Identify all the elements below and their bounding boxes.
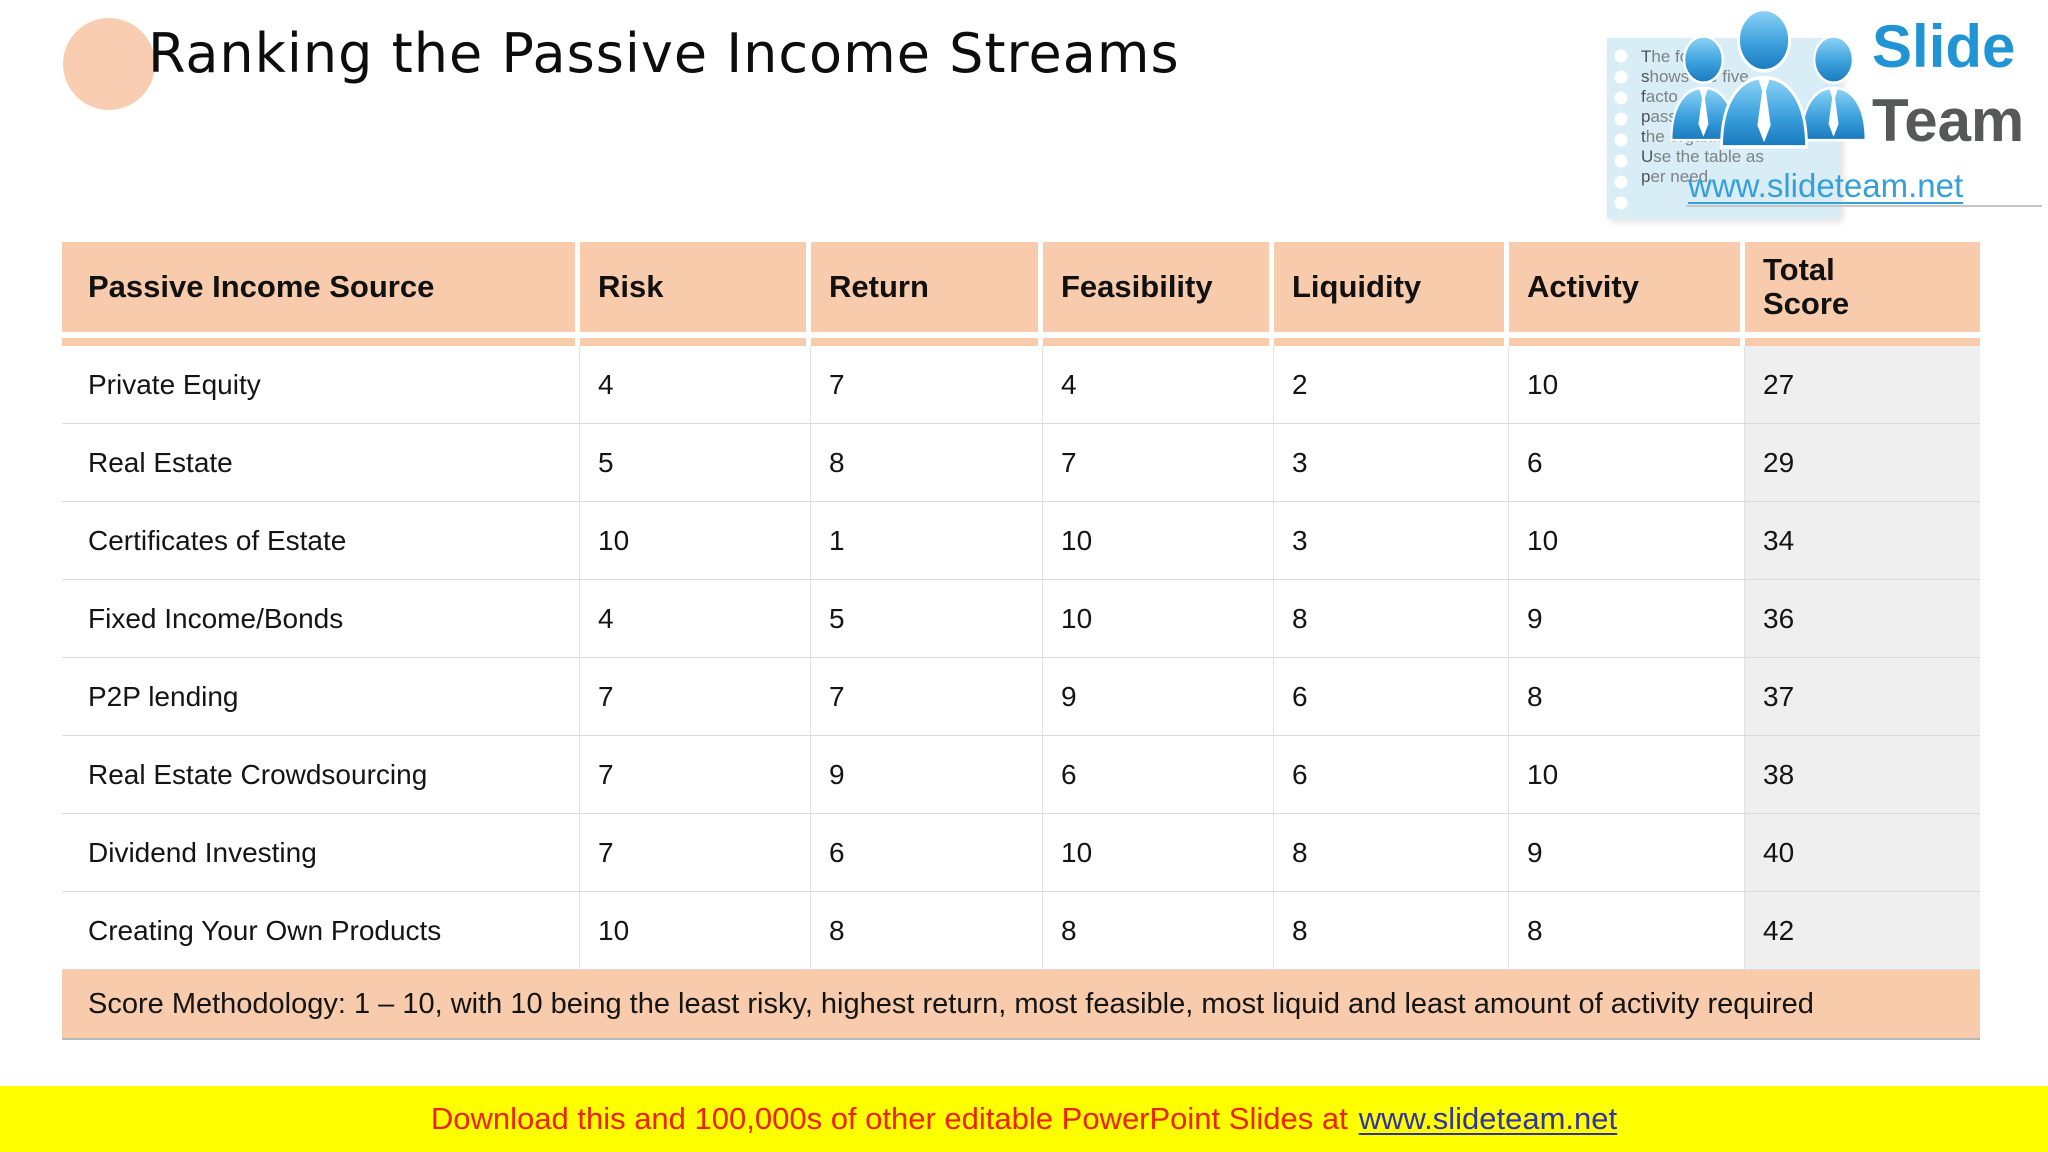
cell-risk: 10 — [580, 892, 811, 970]
column-header-liquidity: Liquidity — [1274, 242, 1509, 332]
cell-return: 8 — [811, 892, 1043, 970]
column-header-source: Passive Income Source — [62, 242, 580, 332]
cell-source: Creating Your Own Products — [62, 892, 580, 970]
team-people-icon — [1670, 7, 1867, 149]
cell-feasibility: 9 — [1043, 658, 1274, 736]
cell-activity: 9 — [1509, 580, 1745, 658]
column-header-risk: Risk — [580, 242, 811, 332]
cell-source: Dividend Investing — [62, 814, 580, 892]
cell-feasibility: 7 — [1043, 424, 1274, 502]
cell-return: 7 — [811, 346, 1043, 424]
cell-liquidity: 8 — [1274, 580, 1509, 658]
cell-source: Fixed Income/Bonds — [62, 580, 580, 658]
note-punch-holes — [1611, 46, 1631, 212]
cell-total-score: 36 — [1745, 580, 1980, 658]
cell-return: 7 — [811, 658, 1043, 736]
cell-liquidity: 6 — [1274, 658, 1509, 736]
slideteam-logo: Slide Team www.slideteam.net — [1660, 4, 2048, 216]
cell-source: Private Equity — [62, 346, 580, 424]
cell-liquidity: 2 — [1274, 346, 1509, 424]
cell-source: Certificates of Estate — [62, 502, 580, 580]
cell-return: 6 — [811, 814, 1043, 892]
cell-liquidity: 6 — [1274, 736, 1509, 814]
cell-feasibility: 6 — [1043, 736, 1274, 814]
cell-total-score: 40 — [1745, 814, 1980, 892]
cell-total-score: 29 — [1745, 424, 1980, 502]
cell-liquidity: 3 — [1274, 424, 1509, 502]
score-methodology-note: Score Methodology: 1 – 10, with 10 being… — [62, 970, 1980, 1040]
cell-risk: 4 — [580, 346, 811, 424]
cell-total-score: 42 — [1745, 892, 1980, 970]
column-header-feasibility: Feasibility — [1043, 242, 1274, 332]
cell-risk: 4 — [580, 580, 811, 658]
column-header-total-score: Total Score — [1745, 242, 1980, 332]
note-line: facto — [1641, 87, 1678, 106]
cell-return: 8 — [811, 424, 1043, 502]
cell-source: Real Estate — [62, 424, 580, 502]
cell-activity: 10 — [1509, 346, 1745, 424]
cell-total-score: 38 — [1745, 736, 1980, 814]
cell-source: P2P lending — [62, 658, 580, 736]
cell-total-score: 34 — [1745, 502, 1980, 580]
brand-wordmark: Slide Team — [1872, 10, 2024, 158]
cell-source: Real Estate Crowdsourcing — [62, 736, 580, 814]
cell-liquidity: 8 — [1274, 892, 1509, 970]
ranking-table: Passive Income Source Risk Return Feasib… — [62, 242, 1980, 1040]
banner-slideteam-link[interactable]: www.slideteam.net — [1358, 1101, 1618, 1136]
cell-activity: 8 — [1509, 892, 1745, 970]
cell-total-score: 37 — [1745, 658, 1980, 736]
brand-slide-text: Slide — [1872, 13, 2016, 80]
cell-activity: 10 — [1509, 736, 1745, 814]
title-accent-circle — [63, 18, 155, 110]
banner-text: Download this and 100,000s of other edit… — [430, 1101, 1348, 1136]
cell-return: 5 — [811, 580, 1043, 658]
note-line: per need. — [1641, 167, 1713, 186]
cell-feasibility: 4 — [1043, 346, 1274, 424]
cell-risk: 7 — [580, 814, 811, 892]
brand-team-text: Team — [1872, 87, 2025, 154]
cell-feasibility: 10 — [1043, 580, 1274, 658]
note-line: The fo — [1641, 47, 1690, 66]
cell-activity: 10 — [1509, 502, 1745, 580]
logo-divider-line — [1686, 205, 2042, 207]
cell-return: 9 — [811, 736, 1043, 814]
cell-total-score: 27 — [1745, 346, 1980, 424]
cell-activity: 8 — [1509, 658, 1745, 736]
column-header-activity: Activity — [1509, 242, 1745, 332]
note-line: pass — [1641, 107, 1677, 126]
note-line: Use the table as — [1641, 147, 1764, 166]
cell-risk: 10 — [580, 502, 811, 580]
cell-liquidity: 3 — [1274, 502, 1509, 580]
slideteam-url-link[interactable]: www.slideteam.net — [1688, 167, 1964, 204]
cell-activity: 6 — [1509, 424, 1745, 502]
cell-liquidity: 8 — [1274, 814, 1509, 892]
cell-risk: 5 — [580, 424, 811, 502]
page-title: Ranking the Passive Income Streams — [148, 22, 1180, 85]
cell-feasibility: 10 — [1043, 502, 1274, 580]
cell-feasibility: 10 — [1043, 814, 1274, 892]
cell-return: 1 — [811, 502, 1043, 580]
cell-feasibility: 8 — [1043, 892, 1274, 970]
cell-risk: 7 — [580, 736, 811, 814]
download-banner: Download this and 100,000s of other edit… — [0, 1086, 2048, 1152]
cell-risk: 7 — [580, 658, 811, 736]
column-header-return: Return — [811, 242, 1043, 332]
cell-activity: 9 — [1509, 814, 1745, 892]
